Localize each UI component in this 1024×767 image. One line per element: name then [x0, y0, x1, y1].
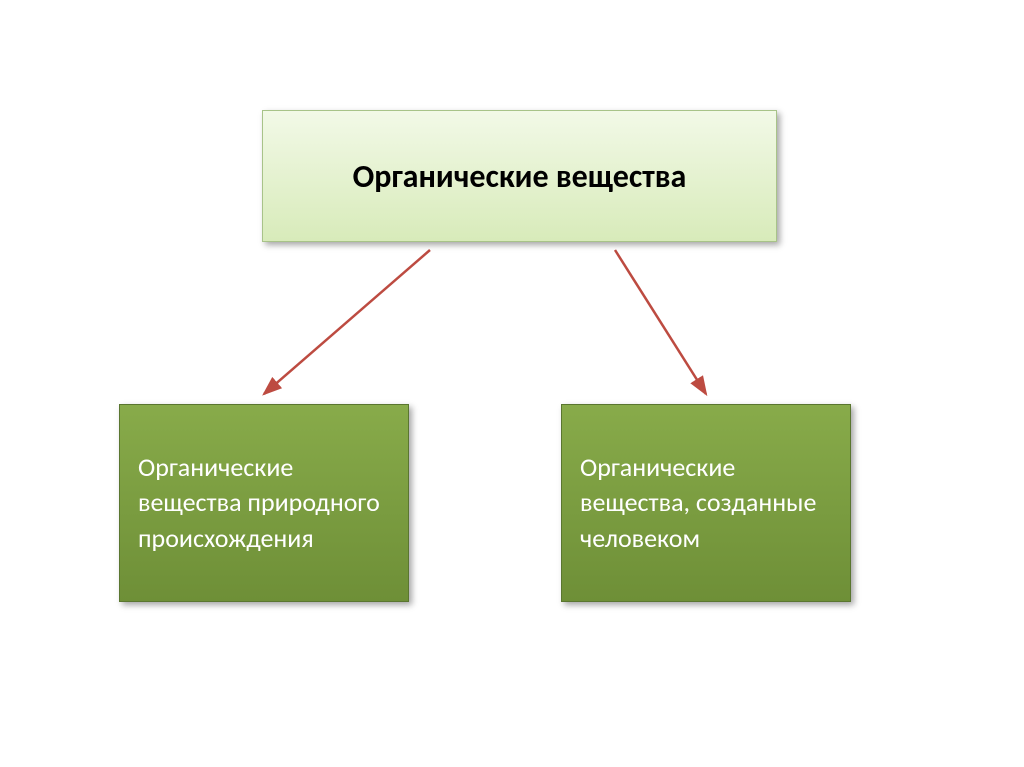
child-node-label: Органические вещества, созданные человек… [580, 450, 832, 555]
slide-canvas: Органические вещества Органические вещес… [0, 0, 1024, 767]
root-node-label: Органические вещества [353, 157, 687, 196]
root-node: Органические вещества [262, 110, 777, 242]
child-node-label: Органические вещества природного происхо… [138, 450, 390, 555]
child-node: Органические вещества, созданные человек… [561, 404, 851, 602]
child-node: Органические вещества природного происхо… [119, 404, 409, 602]
arrow-line [264, 250, 430, 394]
arrow-line [615, 250, 706, 394]
